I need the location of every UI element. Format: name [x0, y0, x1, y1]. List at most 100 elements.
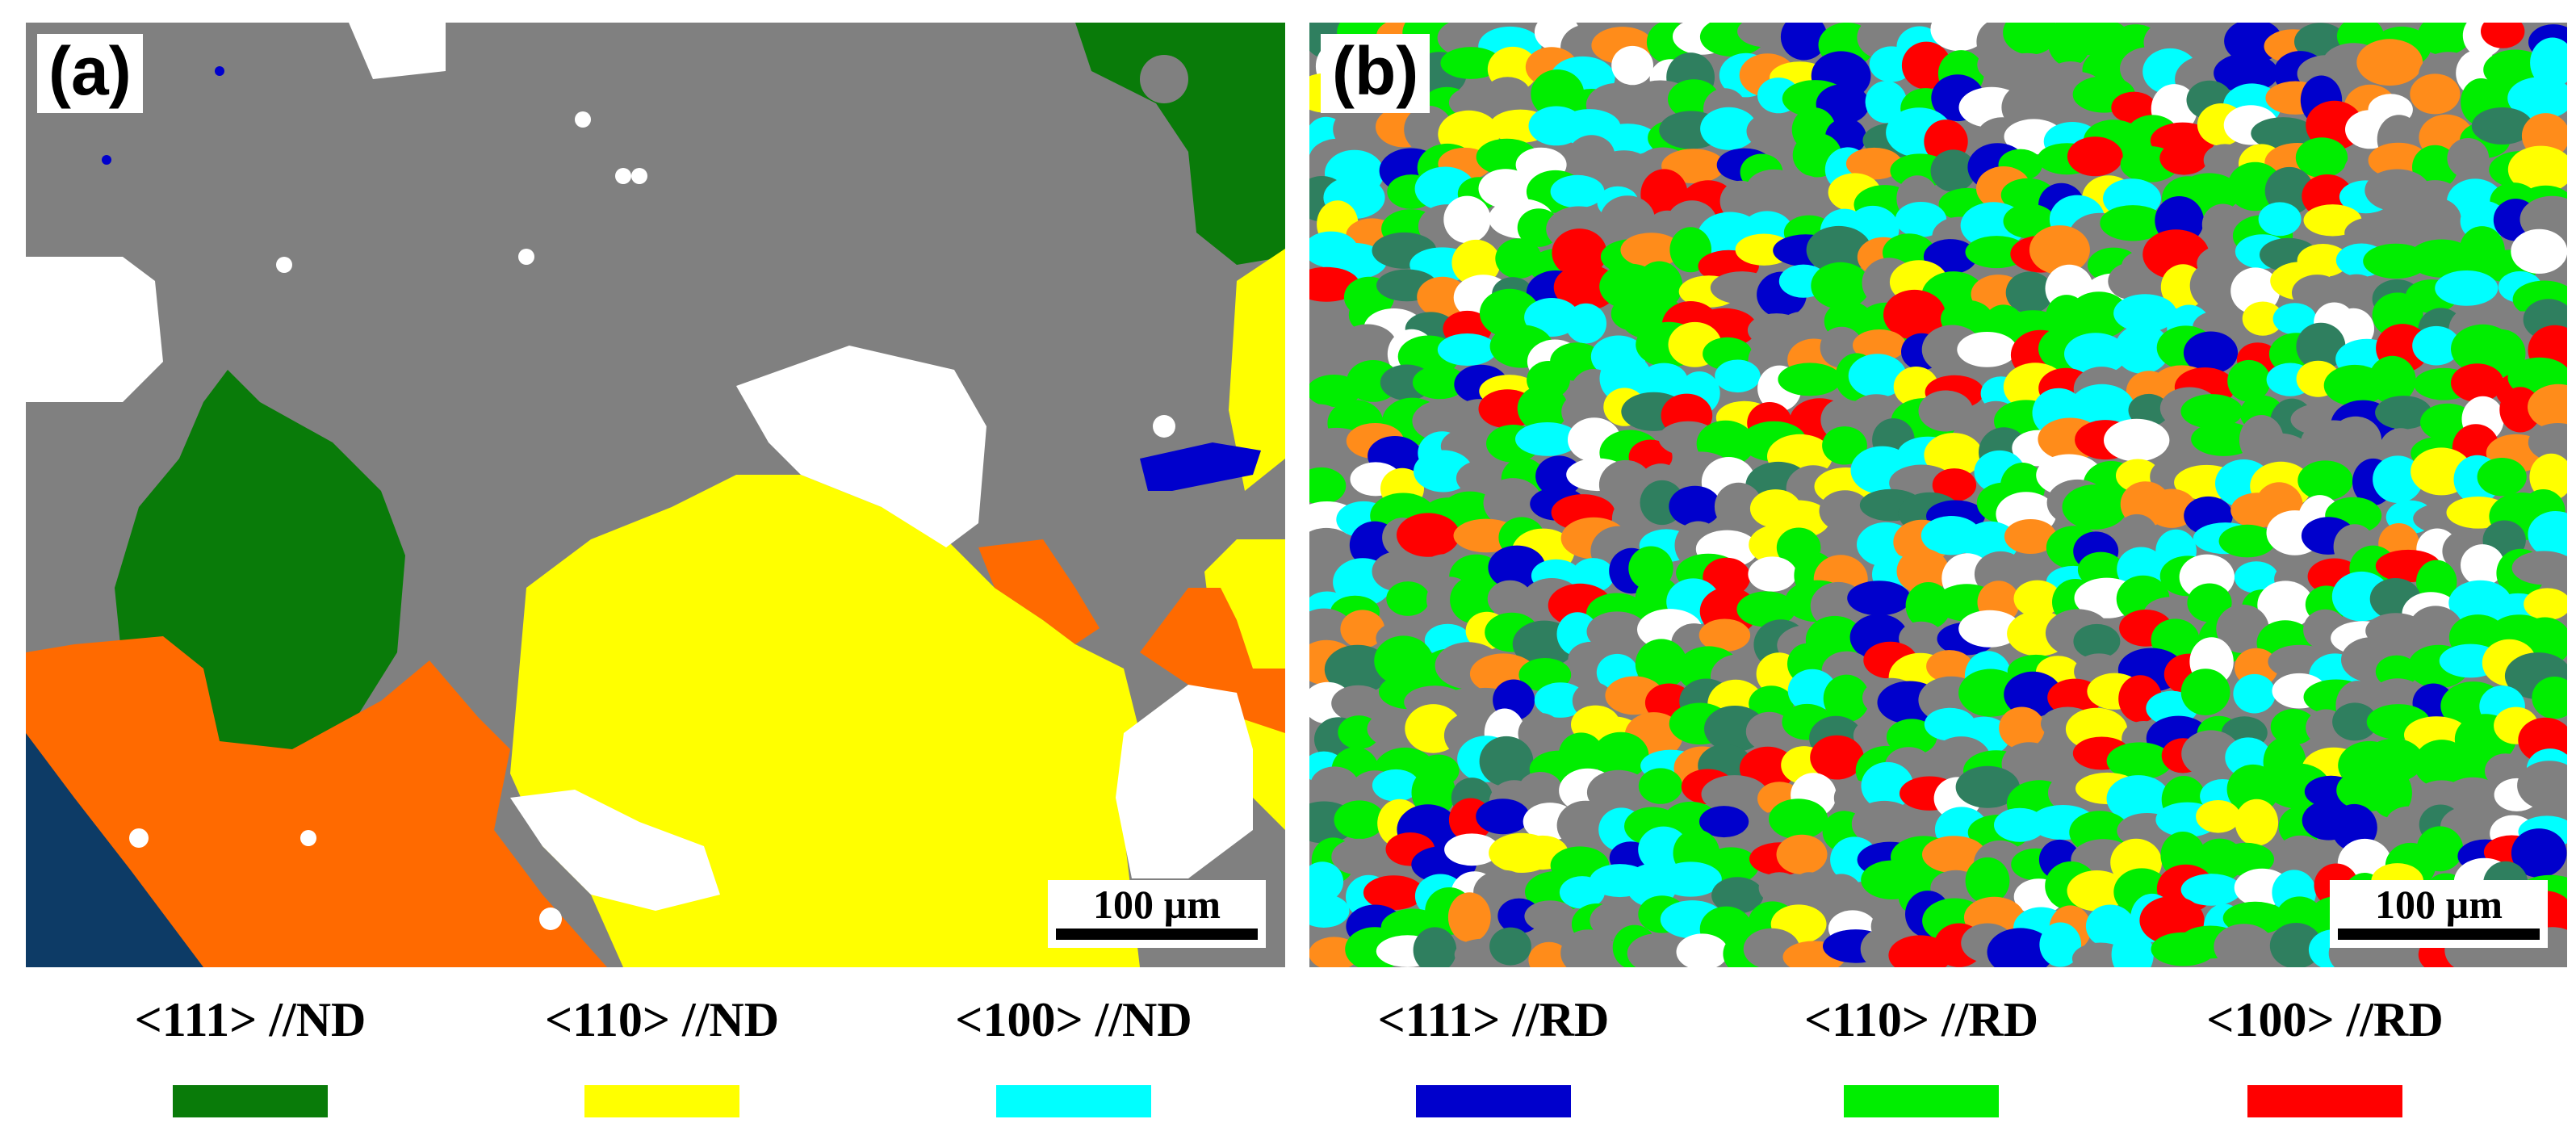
grain: [2511, 828, 2567, 878]
white-speck: [1153, 415, 1175, 438]
scale-bar-line: [2338, 929, 2540, 940]
white-grain-bottom-right: [1116, 685, 1253, 878]
grain: [1478, 169, 1533, 208]
white-grain-top: [349, 23, 446, 79]
grain: [2511, 551, 2567, 585]
grain: [1987, 928, 2054, 967]
legend-item: <110> //ND: [460, 993, 864, 1117]
grain: [2218, 842, 2274, 876]
grain: [2447, 138, 2490, 178]
grain: [1895, 202, 1947, 237]
grain: [1331, 838, 1387, 875]
orange-grain-right: [1140, 588, 1285, 733]
grain: [1534, 682, 1587, 718]
grain: [2128, 393, 2170, 427]
white-speck: [615, 168, 631, 184]
grain: [2356, 39, 2423, 86]
grain: [1620, 233, 1682, 267]
grain: [2106, 775, 2171, 823]
grain: [1374, 635, 1433, 686]
white-grain-bottom: [510, 790, 720, 911]
grain: [1737, 23, 1795, 48]
grain: [1776, 834, 1828, 874]
grain: [2292, 275, 2343, 312]
white-speck: [518, 249, 534, 265]
grain: [2073, 623, 2121, 659]
grain: [1635, 639, 1687, 690]
grain: [2297, 460, 2353, 501]
grain: [1822, 426, 1867, 465]
legend-item: <111> //ND: [48, 993, 452, 1117]
grain: [2373, 455, 2423, 503]
grain: [1819, 490, 1871, 532]
grain: [2369, 355, 2416, 405]
grain: [2507, 77, 2567, 119]
grain: [1778, 311, 1830, 346]
panel-label-b: (b): [1321, 34, 1430, 113]
blue-speck: [215, 66, 224, 76]
grain: [2104, 418, 2170, 462]
grain: [2406, 197, 2461, 241]
grain: [2111, 929, 2154, 967]
grain: [1640, 363, 1688, 399]
grain: [1447, 892, 1491, 942]
legend-label: <110> //RD: [1803, 993, 2039, 1046]
grain: [2100, 205, 2166, 241]
grain: [2251, 117, 2316, 150]
grain: [2181, 730, 2241, 778]
grain: [1417, 276, 1468, 317]
grain: [1955, 765, 2020, 808]
grain: [2214, 53, 2279, 93]
grain: [1444, 833, 1500, 866]
grain: [1926, 650, 1973, 683]
grain-map-b: [1309, 23, 2567, 967]
grain: [1638, 768, 1683, 804]
grain: [1715, 359, 1761, 393]
grain: [1820, 874, 1862, 914]
ebsd-map-b: (b) 100 µm: [1309, 23, 2567, 967]
grain: [1896, 548, 1950, 594]
scale-bar-label: 100 µm: [2375, 881, 2503, 927]
legend-swatch: [1416, 1085, 1571, 1117]
grain: [2069, 384, 2135, 432]
grain: [2410, 73, 2461, 115]
grain: [1413, 927, 1457, 967]
grain: [2418, 23, 2471, 56]
legend-label: <110> //ND: [544, 993, 780, 1046]
white-speck: [631, 168, 647, 184]
legend-swatch: [2247, 1085, 2402, 1117]
grain: [1627, 933, 1686, 967]
grain: [2435, 270, 2499, 306]
grain: [1535, 455, 1583, 497]
grain: [2180, 874, 2242, 906]
grain: [1918, 390, 1974, 432]
grain: [1489, 927, 1531, 966]
blue-speck: [102, 155, 111, 165]
grain: [2004, 519, 2057, 554]
grain: [2114, 324, 2171, 374]
blue-streak: [1140, 442, 1261, 491]
grain: [1372, 769, 1420, 802]
scale-bar-line: [1056, 929, 1258, 940]
legend-item: <100> //ND: [872, 993, 1275, 1117]
grain: [2227, 359, 2271, 402]
grain: [1806, 225, 1871, 275]
grain: [1565, 303, 1606, 344]
grain: [1586, 769, 1650, 815]
grain: [1748, 556, 1797, 592]
grain: [1372, 551, 1426, 592]
grain: [2517, 761, 2567, 811]
grain: [1599, 353, 1652, 404]
grain: [1924, 433, 1983, 477]
grain: [1957, 332, 2017, 367]
grain: [1811, 262, 1870, 309]
grain: [1483, 478, 1543, 528]
grain: [2159, 141, 2209, 175]
grain: [1411, 768, 1456, 817]
legend-item: <100> //RD: [2123, 993, 2527, 1117]
grain: [2013, 580, 2062, 617]
grain: [2258, 202, 2302, 237]
white-grain-left: [26, 257, 163, 402]
grain: [1518, 772, 1562, 807]
grain: [2106, 742, 2173, 780]
